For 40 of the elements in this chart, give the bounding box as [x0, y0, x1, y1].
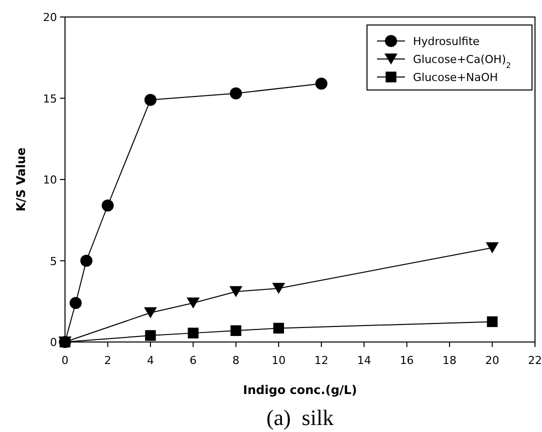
x-tick-label: 22: [528, 354, 542, 367]
legend-label: Glucose+NaOH: [413, 71, 498, 84]
x-axis-title: Indigo conc.(g/L): [243, 383, 357, 397]
point: [60, 336, 70, 348]
point: [102, 199, 114, 212]
x-tick-label: 2: [104, 354, 112, 367]
point: [486, 242, 499, 254]
x-tick-label: 14: [357, 354, 372, 367]
y-tick-label: 10: [43, 174, 57, 186]
y-tick-label: 20: [43, 11, 57, 24]
x-tick-label: 8: [232, 354, 240, 367]
point: [229, 286, 242, 298]
x-tick-label: 16: [400, 354, 414, 367]
legend-label: Glucose+Ca(OH)$_{2}$: [413, 53, 511, 70]
point: [145, 330, 156, 341]
point: [144, 94, 157, 106]
x-tick-label: 4: [146, 354, 154, 367]
x-tick-label: 12: [314, 354, 328, 367]
legend-label: Hydrosulfite: [413, 35, 480, 48]
point: [273, 322, 284, 334]
point: [144, 307, 157, 318]
x-tick-label: 20: [485, 354, 500, 367]
point: [80, 254, 92, 267]
text: (a) silk: [266, 405, 334, 430]
point: [186, 298, 200, 308]
point: [272, 282, 286, 294]
y-axis-title: K/S Value: [14, 147, 28, 212]
y-tick-label: 5: [50, 254, 57, 268]
x-tick-label: 0: [62, 354, 68, 367]
point: [70, 296, 82, 310]
y-tick-label: 0: [50, 336, 57, 349]
point: [315, 78, 328, 90]
x-tick-label: 10: [272, 354, 286, 367]
point: [188, 328, 199, 338]
x-tick-label: 18: [442, 354, 457, 367]
x-tick-label: 6: [190, 354, 197, 367]
y-tick-label: 15: [43, 92, 57, 106]
point: [230, 87, 242, 100]
point: [230, 325, 242, 336]
point: [486, 316, 498, 328]
